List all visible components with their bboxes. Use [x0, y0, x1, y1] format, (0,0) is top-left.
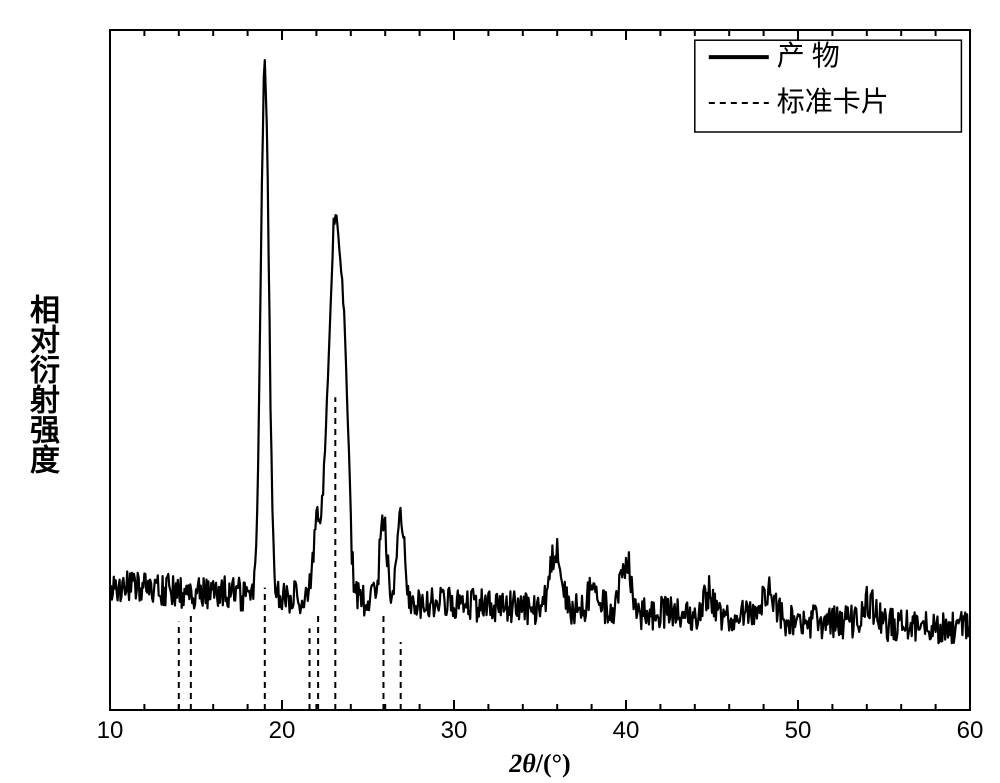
x-tick-label: 50: [785, 717, 812, 744]
x-tick-label: 60: [957, 717, 984, 744]
x-tick-label: 20: [269, 717, 296, 744]
x-tick-label: 40: [613, 717, 640, 744]
legend: 产 物标准卡片: [695, 40, 962, 132]
legend-label: 产 物: [777, 40, 840, 72]
x-axis-label: 2θ/(°): [508, 749, 570, 778]
x-tick-label: 30: [441, 717, 468, 744]
legend-label: 标准卡片: [777, 86, 889, 118]
x-tick-label: 10: [97, 717, 124, 744]
y-axis-label: 相对衍射强度: [26, 180, 76, 588]
xrd-chart: 10 20 30 40 50 60 2θ/(°) 相对衍射强度 产 物标准卡片: [0, 0, 1000, 783]
